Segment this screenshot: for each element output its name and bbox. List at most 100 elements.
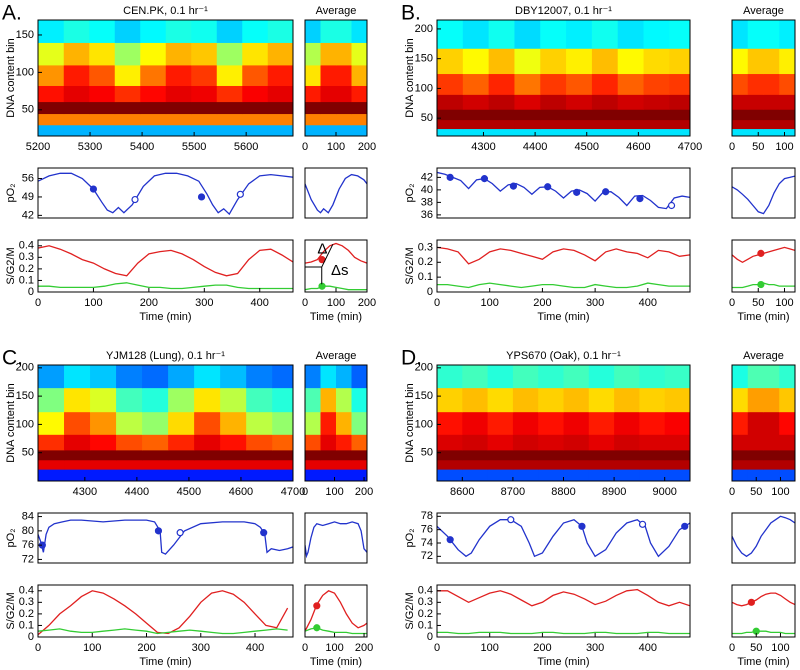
data-line [305, 242, 367, 264]
heat-cell [272, 365, 293, 389]
heat-cell [216, 42, 243, 66]
heat-cell [563, 449, 590, 461]
heat-cell [194, 449, 221, 461]
y-tick-label: 42 [22, 209, 34, 221]
heat-cell [462, 459, 489, 470]
heat-cell [487, 469, 514, 481]
x-tick-label: 0 [35, 297, 41, 309]
y-tick-label: 0.3 [418, 241, 433, 253]
heat-cell [540, 73, 567, 95]
data-line [732, 630, 795, 635]
plot-frame [37, 167, 294, 219]
x-tick-label: 8700 [501, 486, 525, 498]
heat-cell [116, 387, 143, 413]
plot-frame [37, 19, 294, 137]
heat-cell [437, 20, 464, 49]
heat-cell [538, 469, 564, 481]
y-axis-label: pO₂ [5, 529, 17, 548]
heat-cell [64, 387, 91, 413]
heat-cell [140, 85, 167, 103]
marker [236, 190, 244, 198]
heat-cell [38, 101, 65, 115]
data-line [437, 171, 690, 210]
x-tick-label: 50 [750, 486, 762, 498]
heat-cell [191, 85, 218, 103]
y-tick-label: 50 [421, 447, 433, 459]
plot-area [305, 365, 367, 481]
heat-cell [566, 128, 593, 136]
heat-cell [437, 469, 463, 481]
y-axis-label: S/G2/M [404, 247, 416, 284]
heat-cell [664, 449, 690, 461]
marker [638, 520, 647, 528]
heat-cell [351, 64, 367, 86]
x-axis-label: Time (min) [737, 311, 789, 323]
x-tick-label: 5200 [26, 141, 50, 153]
heat-cell [64, 449, 91, 461]
heat-cell [614, 469, 640, 481]
heat-cell [142, 434, 169, 451]
heat-cell [272, 449, 293, 461]
heat-cell [116, 434, 143, 451]
heat-cell [614, 449, 640, 461]
heat-cell [272, 469, 293, 481]
x-tick-label: 0 [35, 642, 41, 654]
data-line [732, 515, 795, 558]
heat-cell [779, 109, 795, 121]
heat-cell [351, 101, 367, 115]
heat-cell [351, 365, 367, 389]
heat-cell [351, 459, 367, 470]
heat-cell [242, 64, 269, 86]
heat-cell [591, 128, 619, 136]
heat-cell [591, 119, 619, 130]
y-tick-label: 0.3 [418, 596, 433, 608]
heat-cell [488, 20, 515, 49]
heat-cell [351, 434, 367, 451]
y-tick-label: 0.1 [19, 619, 34, 631]
heat-cell [462, 20, 490, 49]
heat-cell [487, 411, 514, 435]
heat-cell [38, 85, 65, 103]
x-tick-label: 100 [481, 297, 499, 309]
heat-cell [64, 411, 91, 435]
heat-cell [462, 48, 490, 75]
y-tick-label: 42 [421, 171, 433, 183]
heat-cell [272, 411, 293, 435]
heat-cell [142, 449, 169, 461]
plot-area [38, 20, 293, 136]
y-tick-label: 0 [28, 286, 34, 298]
y-axis-label: pO₂ [5, 184, 17, 203]
x-tick-label: 0 [302, 486, 308, 498]
heat-cell [89, 20, 116, 43]
heat-cell [563, 434, 590, 451]
heat-cell [639, 387, 666, 413]
y-tick-label: 0.2 [19, 263, 34, 275]
heat-cell [617, 48, 645, 75]
x-tick-label: 200 [355, 486, 373, 498]
heat-cell [514, 109, 541, 121]
heat-cell [763, 94, 780, 110]
heat-cell [462, 109, 490, 121]
heat-cell [538, 434, 564, 451]
heat-cell [38, 365, 65, 389]
y-tick-label: 100 [16, 66, 34, 78]
heat-cell [643, 73, 670, 95]
heat-cell [779, 73, 795, 95]
heat-cell [142, 387, 169, 413]
plot-frame [436, 167, 691, 219]
heat-cell [664, 459, 690, 470]
heat-cell [351, 387, 367, 413]
heat-cell [90, 459, 117, 470]
heat-cell [669, 109, 690, 121]
heat-cell [763, 109, 780, 121]
plot-frame [436, 584, 691, 638]
heat-cell [89, 101, 116, 115]
heat-cell [114, 101, 141, 115]
heat-cell [351, 20, 367, 43]
heat-cell [168, 365, 195, 389]
x-tick-label: 0 [302, 141, 308, 153]
heat-cell [779, 119, 795, 130]
heat-cell [779, 365, 795, 389]
heat-cell [591, 48, 619, 75]
